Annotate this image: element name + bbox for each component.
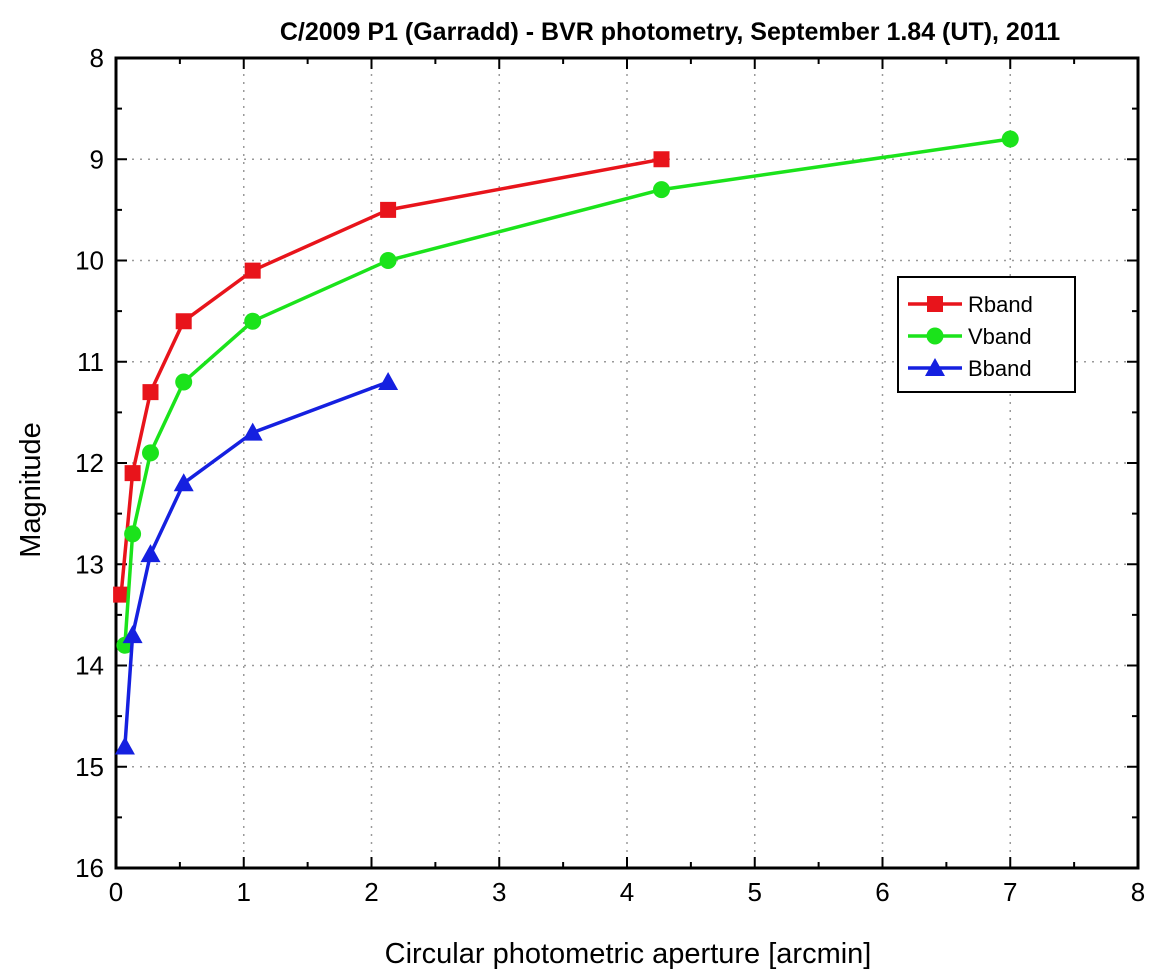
y-axis-tick-labels: 8 9 10 11 12 13 14 15 16 (75, 43, 104, 883)
y-tick-label: 11 (77, 347, 104, 377)
x-tick-label: 5 (748, 877, 762, 907)
data-point-rband (653, 151, 670, 168)
legend-label-rband: Rband (968, 292, 1033, 317)
series-line-bband (123, 380, 389, 747)
series-bband (114, 372, 399, 755)
x-tick-label: 8 (1131, 877, 1145, 907)
legend-item-vband: Vband (908, 324, 1032, 349)
data-point-bband (122, 625, 143, 644)
legend: Rband Vband Bband (897, 276, 1076, 393)
data-point-vband (379, 252, 397, 269)
data-point-vband (244, 312, 262, 330)
data-point-vband (141, 444, 159, 462)
data-point-vband (652, 181, 670, 199)
x-axis-label: Circular photometric aperture [arcmin] (385, 938, 872, 970)
data-point-rband (380, 201, 397, 218)
legend-label-bband: Bband (968, 356, 1032, 381)
series-line-rband (119, 157, 662, 595)
legend-label-vband: Vband (968, 324, 1032, 349)
y-tick-label: 10 (75, 246, 104, 276)
legend-marker-rband (927, 296, 943, 312)
y-tick-label: 16 (75, 853, 104, 883)
legend-marker-bband (925, 358, 945, 376)
x-tick-label: 1 (237, 877, 251, 907)
series-vband (116, 130, 1019, 654)
data-series (113, 130, 1019, 755)
x-tick-label: 2 (364, 877, 378, 907)
data-point-bband (242, 422, 263, 441)
data-point-rband (124, 465, 141, 482)
chart-title: C/2009 P1 (Garradd) - BVR photometry, Se… (280, 18, 1060, 46)
grid (116, 58, 1138, 868)
data-point-bband (173, 473, 194, 492)
data-point-rband (113, 586, 130, 603)
data-point-bband (114, 736, 135, 755)
data-point-vband (175, 373, 193, 391)
legend-item-bband: Bband (908, 356, 1032, 381)
y-tick-label: 8 (90, 43, 104, 73)
y-tick-label: 15 (75, 752, 104, 782)
legend-item-rband: Rband (908, 292, 1033, 317)
x-tick-label: 7 (1003, 877, 1017, 907)
data-point-vband (124, 525, 142, 543)
data-point-bband (140, 544, 161, 563)
y-tick-label: 13 (75, 549, 104, 579)
data-point-vband (1001, 130, 1019, 148)
series-line-vband (123, 137, 1011, 646)
data-point-rband (244, 262, 261, 279)
data-point-bband (378, 372, 399, 390)
y-tick-label: 9 (90, 144, 104, 174)
y-tick-label: 14 (75, 651, 104, 681)
series-rband (113, 151, 670, 603)
x-tick-label: 3 (492, 877, 506, 907)
x-tick-label: 4 (620, 877, 634, 907)
legend-marker-vband (926, 327, 944, 345)
axis-ticks (115, 57, 1139, 869)
y-axis-label: Magnitude (15, 422, 47, 557)
data-point-rband (175, 313, 192, 330)
x-axis-tick-labels: 0 1 2 3 4 5 6 7 8 (109, 877, 1145, 907)
data-point-rband (142, 384, 159, 401)
x-tick-label: 6 (875, 877, 889, 907)
y-tick-label: 12 (75, 448, 104, 478)
x-tick-label: 0 (109, 877, 123, 907)
